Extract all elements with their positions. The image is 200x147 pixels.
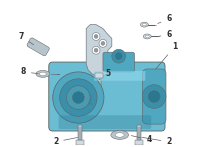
Text: 6: 6 (158, 14, 172, 24)
Ellipse shape (39, 72, 46, 76)
Bar (78, 125, 82, 141)
Ellipse shape (111, 131, 129, 139)
Text: 3: 3 (72, 102, 88, 112)
Bar (97, 74, 101, 97)
Text: 4: 4 (131, 135, 152, 144)
Text: 8: 8 (20, 67, 38, 76)
Ellipse shape (143, 34, 151, 39)
Circle shape (92, 46, 100, 54)
Circle shape (92, 32, 100, 40)
Circle shape (101, 41, 105, 45)
Text: 2: 2 (142, 137, 172, 146)
Circle shape (112, 49, 126, 63)
Circle shape (99, 39, 107, 47)
Circle shape (142, 85, 166, 108)
FancyBboxPatch shape (59, 115, 151, 129)
FancyBboxPatch shape (94, 71, 145, 81)
Polygon shape (86, 25, 112, 76)
Text: 1: 1 (156, 42, 177, 69)
Ellipse shape (115, 133, 124, 137)
Text: 2: 2 (53, 137, 78, 146)
Circle shape (60, 79, 97, 116)
Ellipse shape (142, 23, 146, 26)
Text: 7: 7 (19, 32, 34, 45)
Circle shape (67, 86, 90, 109)
Ellipse shape (145, 35, 149, 38)
Circle shape (94, 48, 98, 52)
Circle shape (148, 91, 160, 102)
Ellipse shape (36, 70, 50, 77)
FancyBboxPatch shape (103, 52, 134, 72)
FancyBboxPatch shape (142, 69, 166, 124)
Circle shape (72, 92, 84, 103)
Circle shape (115, 53, 122, 60)
Text: 5: 5 (99, 69, 110, 80)
FancyBboxPatch shape (27, 38, 49, 56)
Circle shape (53, 72, 104, 123)
FancyBboxPatch shape (49, 62, 165, 131)
Polygon shape (98, 76, 100, 84)
Text: 6: 6 (158, 30, 172, 39)
Bar (88, 92, 91, 105)
Ellipse shape (140, 22, 148, 27)
Bar (135, 140, 143, 145)
Bar (76, 140, 84, 145)
Bar (137, 125, 141, 141)
Bar (95, 73, 103, 78)
Circle shape (94, 35, 98, 38)
